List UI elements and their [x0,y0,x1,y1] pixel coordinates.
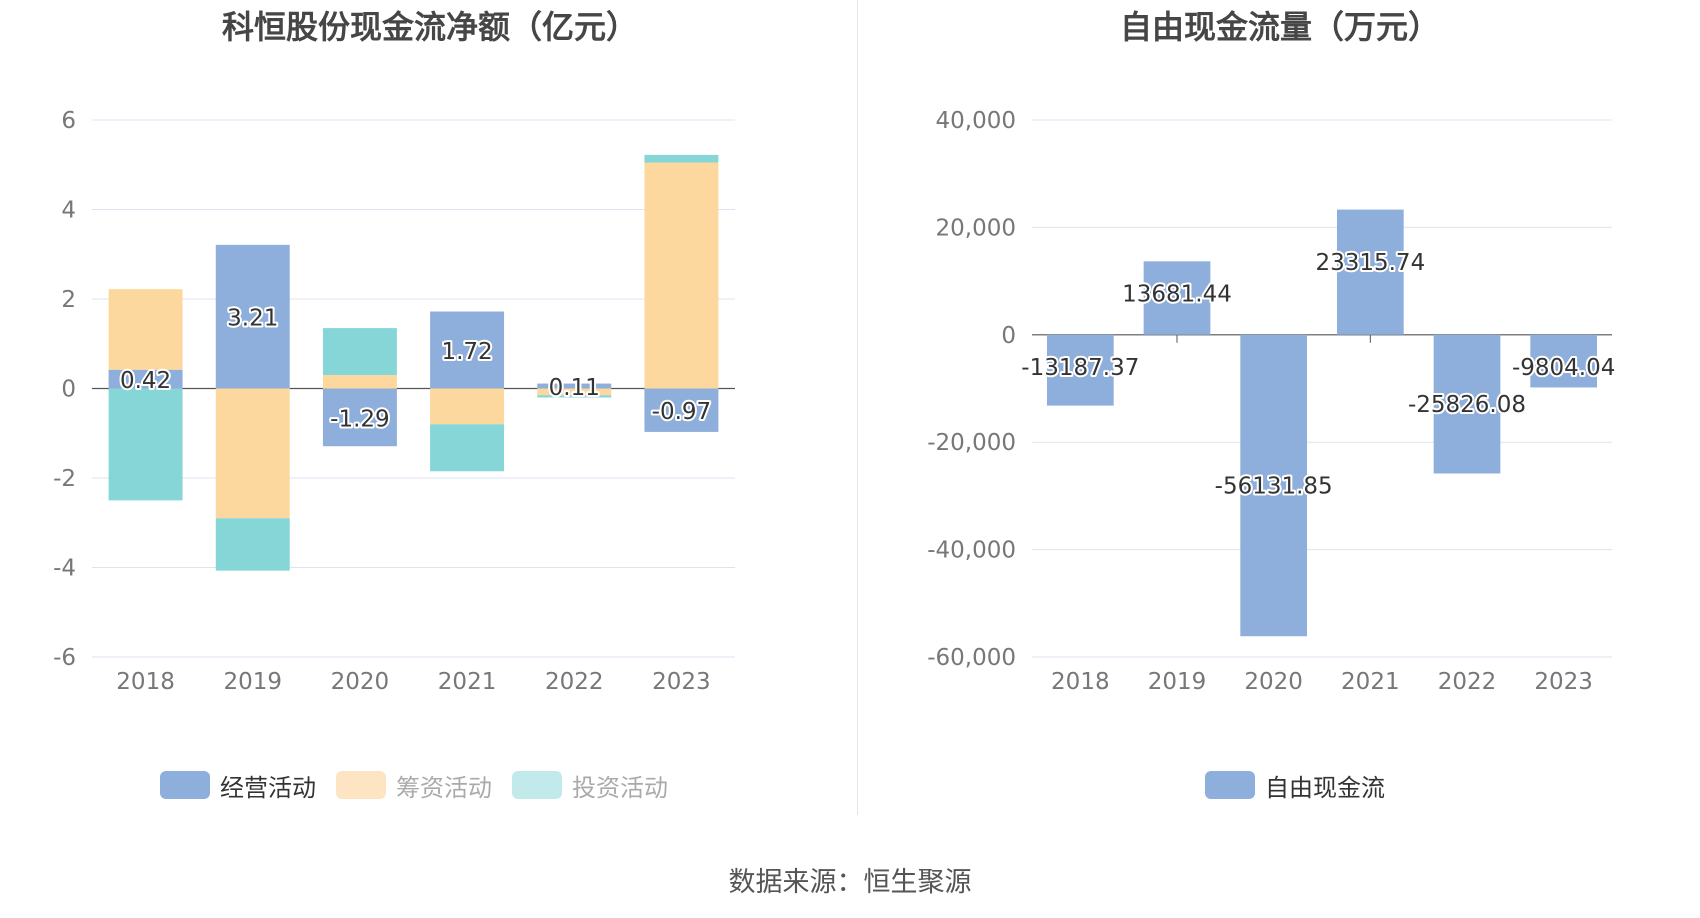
x-tick-label: 2018 [1051,669,1110,695]
right-legend: 自由现金流 [1205,768,1405,802]
bar-1 [1143,261,1211,335]
bar-1 [1433,334,1501,474]
legend-item[interactable]: 经营活动 [160,768,316,803]
y-tick-label: -4 [53,556,76,582]
left-legend: 经营活动 筹资活动 投资活动 [160,768,688,802]
data-label: -0.97 [652,399,712,425]
y-tick-label: 40,000 [936,108,1016,134]
y-tick-label: 20,000 [936,215,1016,241]
y-tick-label: -40,000 [927,538,1016,564]
bar-1 [644,388,719,432]
data-label: -13187.37 [1021,355,1139,381]
bar-2 [215,388,290,519]
data-label: -25826.08 [1408,392,1526,418]
y-tick-label: -2 [53,466,76,492]
x-tick-label: 2021 [438,669,497,695]
legend-label: 筹资活动 [396,773,492,802]
bar-1 [108,369,183,389]
legend-item[interactable]: 筹资活动 [336,768,492,803]
bar-1 [1240,334,1308,637]
bar-1 [215,244,290,389]
x-tick-label: 2019 [223,669,282,695]
bar-2 [644,162,719,389]
x-tick-label: 2019 [1148,669,1207,695]
data-label: -9804.04 [1512,355,1615,381]
legend-label: 自由现金流 [1265,773,1385,802]
bar-1 [1046,334,1114,406]
bar-3 [322,328,397,376]
legend-swatch [512,771,562,799]
y-tick-label: 0 [61,377,76,403]
x-tick-label: 2022 [1438,669,1497,695]
data-label: 13681.44 [1122,281,1232,307]
free-cashflow-chart: 40,000 20,000 0 -20,000 -40,000 -60,000 2018 20… [927,108,1617,695]
y-tick-label: -60,000 [927,645,1016,671]
data-label: 1.72 [441,339,492,365]
bar-2 [108,289,183,370]
x-tick-label: 2023 [1534,669,1593,695]
y-tick-label: 0 [1001,323,1016,349]
x-tick-label: 2018 [116,669,175,695]
bar-1 [1530,334,1598,388]
bar-3 [537,395,612,398]
data-source-note: 数据来源：恒生聚源 [728,867,972,898]
bar-2 [322,375,397,389]
bar-1 [537,383,612,389]
x-tick-label: 2022 [545,669,604,695]
data-label: 23315.74 [1315,250,1425,276]
data-label: 0.42 [120,368,171,394]
left-chart-title: 科恒股份现金流净额（亿元） [221,8,638,46]
y-tick-label: 4 [61,198,76,224]
right-chart-title: 自由现金流量（万元） [1119,8,1440,46]
data-label: -1.29 [330,406,390,432]
bar-1 [430,311,505,389]
data-label: 3.21 [227,306,278,332]
bar-3 [430,424,505,472]
legend-swatch [160,771,210,799]
bar-3 [108,388,183,501]
legend-item[interactable]: 投资活动 [512,768,668,803]
y-tick-label: -20,000 [927,430,1016,456]
legend-label: 投资活动 [572,773,668,802]
bar-2 [430,388,505,425]
y-tick-label: -6 [53,645,76,671]
legend-swatch [336,771,386,799]
legend-item[interactable]: 自由现金流 [1205,768,1385,803]
cashflow-net-chart: 6 4 2 0 -2 -4 -6 2018 2019 2020 2021 2022 2023 0.42 3.… [53,108,735,695]
y-tick-label: 6 [61,108,76,134]
panel-divider [857,0,858,815]
data-label: -56131.85 [1215,474,1333,500]
bar-3 [215,518,290,571]
bar-2 [537,388,612,396]
x-tick-label: 2021 [1341,669,1400,695]
x-tick-label: 2023 [652,669,711,695]
legend-swatch [1205,771,1255,799]
data-label: 0.11 [549,375,600,401]
x-tick-label: 2020 [331,669,390,695]
bar-1 [1336,209,1404,335]
y-tick-label: 2 [61,287,76,313]
legend-label: 经营活动 [220,773,316,802]
x-tick-label: 2020 [1244,669,1303,695]
bar-1 [322,388,397,447]
bar-3 [644,154,719,163]
